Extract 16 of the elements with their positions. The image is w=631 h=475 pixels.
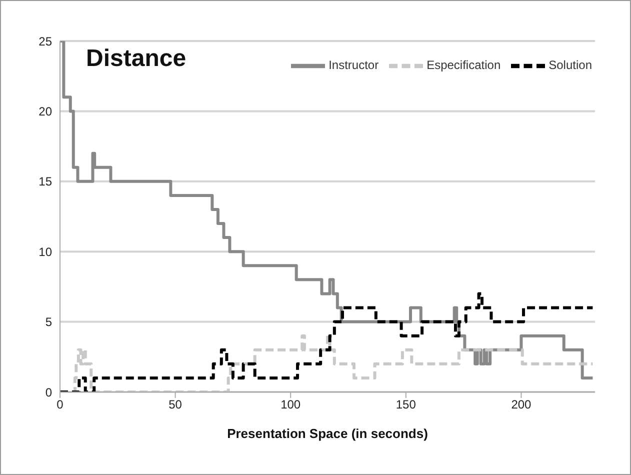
legend-label: Especification xyxy=(426,58,501,72)
y-tick-label: 25 xyxy=(38,34,52,48)
x-tick-label: 50 xyxy=(168,398,182,412)
y-tick-label: 10 xyxy=(38,244,52,259)
x-tick-label: 0 xyxy=(56,398,64,412)
legend-label: Instructor xyxy=(328,58,379,72)
x-tick-label: 150 xyxy=(396,398,416,412)
legend-label: Solution xyxy=(548,58,592,72)
x-tick-label: 100 xyxy=(280,398,301,412)
chart-title: Distance xyxy=(86,45,186,73)
y-tick-label: 0 xyxy=(45,385,52,400)
x-tick-label: 200 xyxy=(511,398,532,412)
x-axis-title: Presentation Space (in seconds) xyxy=(227,426,428,441)
y-tick-label: 20 xyxy=(38,104,52,118)
y-tick-label: 5 xyxy=(45,315,52,330)
y-tick-label: 15 xyxy=(38,174,52,189)
